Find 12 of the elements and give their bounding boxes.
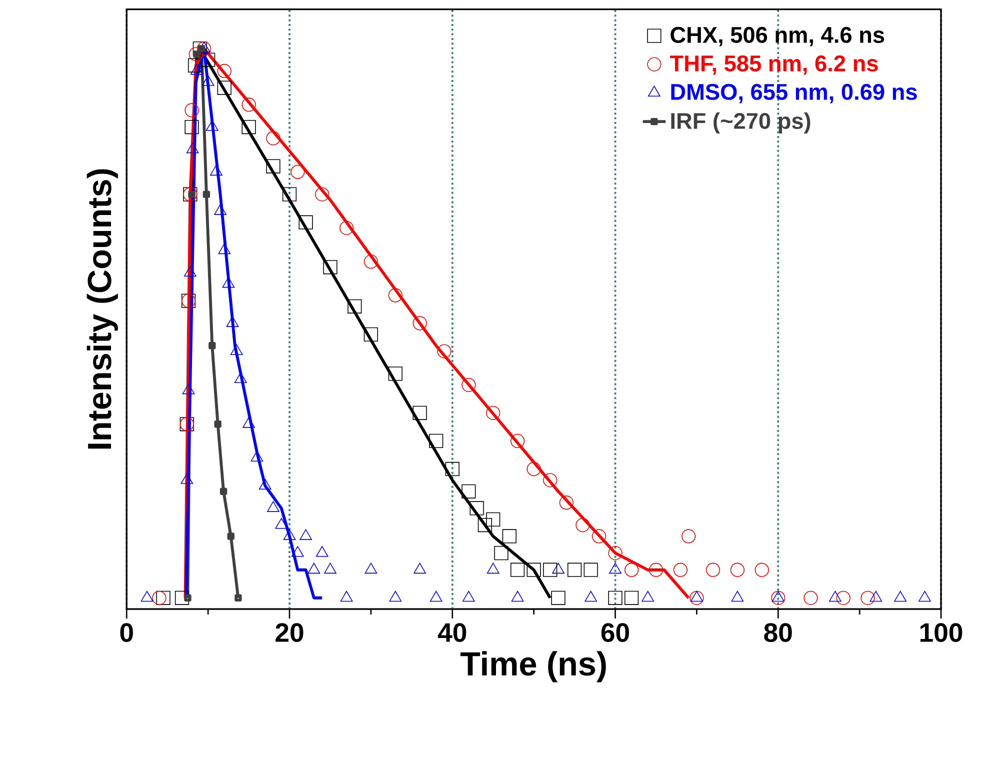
x-axis-title: Time (ns) <box>460 650 606 682</box>
y-axis-title: Intensity (Counts) <box>86 169 118 448</box>
x-tick-label: 60 <box>601 622 629 642</box>
x-tick-label: 0 <box>120 622 133 642</box>
x-tick-label: 100 <box>920 622 962 642</box>
x-tick-label: 20 <box>276 622 304 642</box>
legend-label: IRF (~270 ps) <box>671 112 810 134</box>
legend-label: CHX, 506 nm, 4.6 ns <box>670 26 884 46</box>
legend-label: THF, 585 nm, 6.2 ns <box>670 55 878 75</box>
x-tick-label: 80 <box>764 622 792 642</box>
x-tick-label: 40 <box>438 622 466 642</box>
legend-label: DMSO, 655 nm, 0.69 ns <box>671 84 917 104</box>
